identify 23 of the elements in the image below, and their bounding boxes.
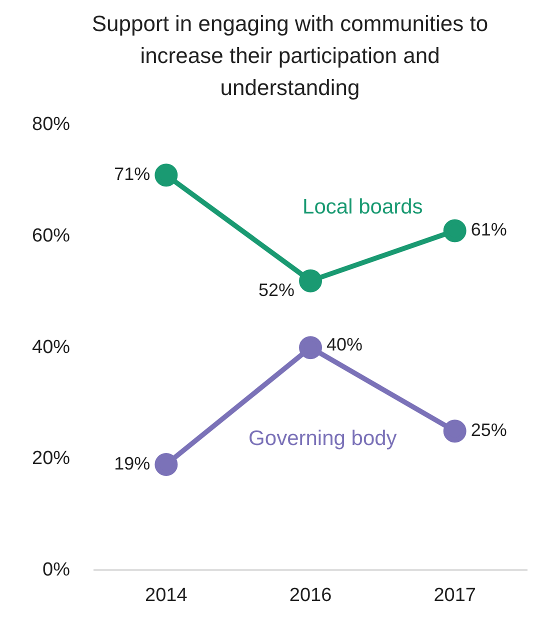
y-tick-label: 0%	[42, 559, 70, 580]
x-tick-label: 2017	[434, 584, 476, 606]
data-label: 19%	[114, 453, 150, 474]
point	[154, 164, 178, 187]
data-label: 61%	[470, 220, 507, 240]
series-label: Governing body	[248, 427, 398, 450]
x-tick-label: 2016	[289, 584, 332, 606]
point	[299, 269, 322, 292]
y-tick-label: 20%	[32, 448, 70, 470]
point	[299, 336, 322, 360]
y-tick-label: 80%	[32, 114, 70, 136]
series-label: Local boards	[302, 196, 423, 219]
point	[443, 219, 466, 242]
point	[154, 452, 178, 476]
y-tick-label: 40%	[32, 336, 70, 358]
x-tick-label: 2014	[145, 584, 188, 606]
point	[443, 420, 466, 443]
y-tick-label: 60%	[32, 226, 70, 247]
chart-title: Support in engaging with communities to increase their participation and understanding	[90, 10, 490, 102]
data-label: 40%	[326, 334, 363, 355]
data-label: 71%	[114, 164, 150, 184]
data-label: 52%	[258, 280, 295, 300]
data-label: 25%	[470, 420, 507, 440]
